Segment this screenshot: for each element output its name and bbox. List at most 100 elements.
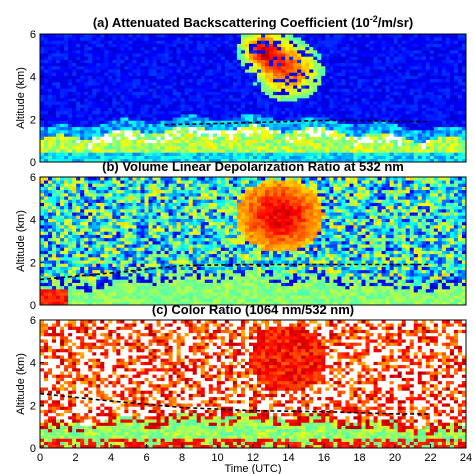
heatmap-cell	[80, 253, 85, 258]
heatmap-cell	[297, 75, 302, 80]
heatmap-cell	[261, 146, 266, 150]
heatmap-cell	[321, 110, 326, 115]
heatmap-cell	[48, 218, 53, 223]
heatmap-cell	[108, 183, 113, 187]
heatmap-cell	[345, 66, 350, 70]
heatmap-cell	[437, 50, 443, 54]
heatmap-cell	[132, 133, 137, 137]
heatmap-cell	[156, 104, 161, 108]
heatmap-cell	[60, 228, 65, 232]
heatmap-cell	[317, 107, 322, 112]
heatmap-cell	[68, 221, 73, 226]
heatmap-cell	[261, 158, 266, 163]
heatmap-cell	[413, 152, 419, 156]
heatmap-cell	[240, 101, 246, 105]
heatmap-cell	[80, 152, 85, 156]
heatmap-cell	[244, 40, 250, 44]
heatmap-cell	[124, 59, 129, 64]
heatmap-cell	[72, 183, 77, 187]
heatmap-cell	[377, 158, 382, 163]
heatmap-cell	[377, 139, 382, 144]
heatmap-cell	[212, 126, 218, 131]
heatmap-cell	[261, 91, 266, 96]
heatmap-cell	[88, 43, 93, 48]
heatmap-cell	[228, 104, 234, 108]
heatmap-cell	[56, 34, 61, 38]
heatmap-cell	[329, 40, 334, 44]
heatmap-cell	[377, 120, 382, 124]
heatmap-cell	[80, 193, 85, 197]
heatmap-cell	[397, 146, 402, 150]
heatmap-cell	[373, 34, 378, 38]
heatmap-cell	[329, 123, 334, 128]
heatmap-cell	[236, 94, 242, 99]
heatmap-cell	[68, 107, 73, 112]
heatmap-cell	[437, 34, 443, 38]
heatmap-cell	[208, 40, 214, 44]
heatmap-cell	[236, 85, 242, 89]
heatmap-cell	[164, 85, 169, 89]
heatmap-cell	[425, 110, 431, 115]
heatmap-cell	[224, 158, 230, 163]
heatmap-cell	[40, 82, 45, 86]
heatmap-cell	[140, 37, 145, 41]
heatmap-cell	[84, 62, 89, 67]
heatmap-cell	[52, 196, 57, 200]
heatmap-cell	[96, 212, 101, 216]
heatmap-cell	[68, 212, 73, 216]
heatmap-cell	[100, 225, 105, 229]
heatmap-cell	[48, 69, 53, 73]
heatmap-cell	[345, 50, 350, 54]
heatmap-cell	[265, 136, 270, 140]
heatmap-cell	[349, 98, 354, 102]
heatmap-cell	[329, 130, 334, 134]
heatmap-cell	[168, 75, 173, 80]
heatmap-cell	[437, 37, 443, 41]
heatmap-cell	[108, 266, 113, 271]
heatmap-cell	[72, 72, 77, 76]
heatmap-cell	[164, 155, 169, 160]
heatmap-cell	[417, 136, 423, 140]
heatmap-cell	[212, 158, 218, 163]
heatmap-cell	[317, 91, 322, 96]
heatmap-cell	[277, 126, 282, 131]
heatmap-cell	[357, 98, 362, 102]
heatmap-cell	[232, 149, 238, 153]
heatmap-cell	[441, 40, 447, 44]
heatmap-cell	[301, 46, 306, 51]
heatmap-cell	[64, 260, 69, 264]
heatmap-cell	[72, 205, 77, 210]
heatmap-cell	[72, 215, 77, 219]
heatmap-cell	[40, 152, 45, 156]
heatmap-cell	[373, 46, 378, 51]
heatmap-cell	[369, 50, 374, 54]
heatmap-cell	[136, 59, 141, 64]
heatmap-cell	[44, 59, 49, 64]
heatmap-cell	[313, 34, 318, 38]
heatmap-cell	[421, 82, 427, 86]
heatmap-cell	[108, 209, 113, 213]
heatmap-cell	[220, 37, 226, 41]
heatmap-cell	[48, 266, 53, 271]
heatmap-cell	[281, 78, 286, 83]
heatmap-cell	[417, 88, 423, 92]
heatmap-cell	[401, 85, 407, 89]
heatmap-cell	[176, 142, 181, 147]
heatmap-cell	[349, 40, 354, 44]
heatmap-cell	[281, 62, 286, 67]
heatmap-cell	[40, 234, 45, 239]
heatmap-cell	[104, 228, 109, 232]
heatmap-cell	[196, 120, 202, 124]
heatmap-cell	[273, 40, 278, 44]
heatmap-cell	[413, 43, 419, 48]
heatmap-cell	[341, 149, 346, 153]
heatmap-cell	[453, 91, 459, 96]
heatmap-cell	[48, 155, 53, 160]
heatmap-cell	[220, 117, 226, 121]
heatmap-cell	[88, 177, 93, 181]
heatmap-cell	[104, 40, 109, 44]
heatmap-cell	[248, 37, 254, 41]
heatmap-cell	[244, 56, 250, 60]
heatmap-cell	[80, 295, 85, 299]
heatmap-cell	[345, 142, 350, 147]
